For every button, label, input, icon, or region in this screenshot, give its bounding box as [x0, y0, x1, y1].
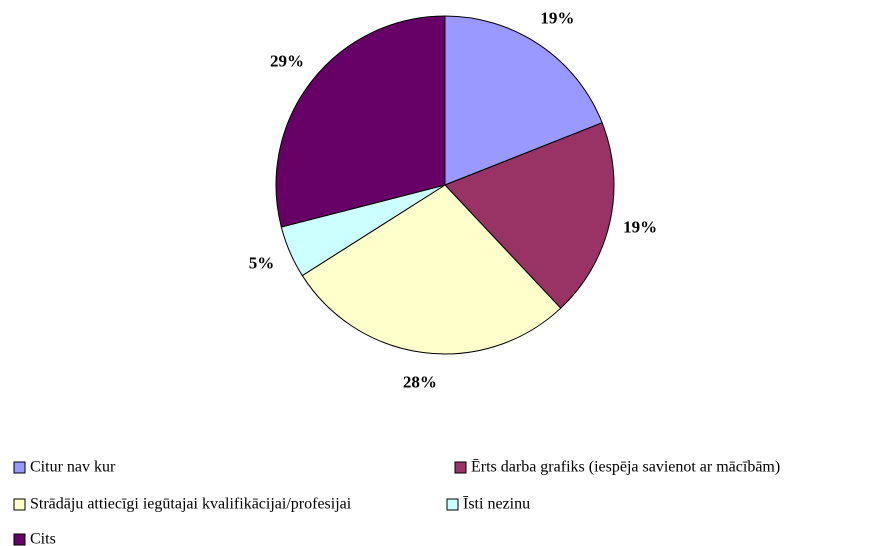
value-label: 19%	[540, 8, 574, 27]
pie-slice	[275, 15, 446, 228]
legend-label: Citur nav kur	[30, 459, 116, 476]
legend-swatch	[13, 533, 26, 546]
legend-label: Ērts darba grafiks (iespēja savienot ar …	[471, 459, 780, 476]
legend-swatch	[454, 461, 467, 474]
legend-label: Strādāju attiecīgi iegūtajai kvalifikāci…	[30, 496, 352, 513]
pie-slice	[301, 184, 562, 355]
legend-label: Īsti nezinu	[463, 496, 530, 513]
value-label: 19%	[623, 218, 657, 237]
pie-slice	[444, 15, 603, 186]
value-label: 29%	[270, 51, 304, 70]
value-label: 28%	[403, 372, 437, 391]
legend-swatch	[13, 461, 26, 474]
legend-swatch	[446, 498, 459, 511]
pie-slice	[444, 122, 615, 309]
value-label: 5%	[249, 253, 275, 272]
legend-label: Cits	[30, 531, 56, 546]
legend-swatch	[13, 498, 26, 511]
